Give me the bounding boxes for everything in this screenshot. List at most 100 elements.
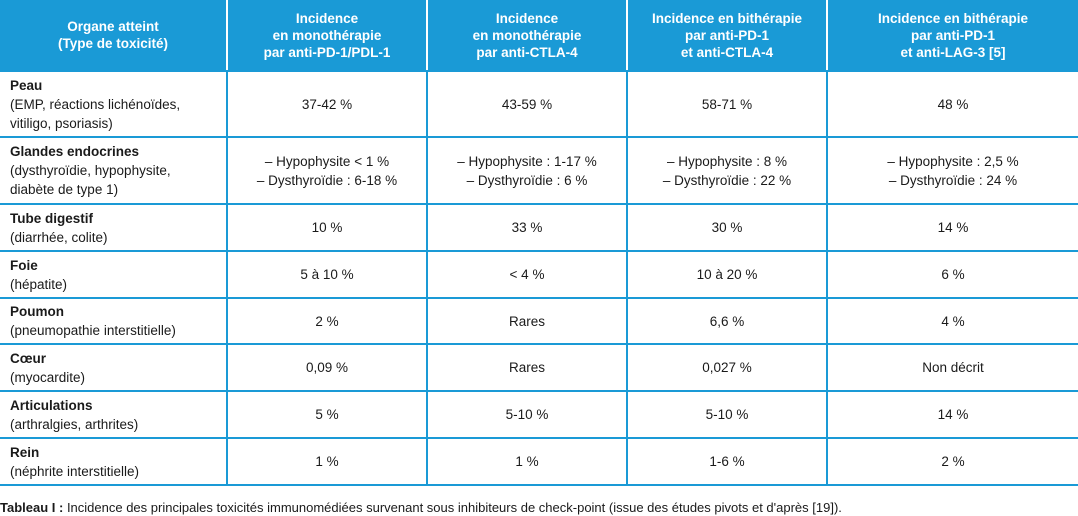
value-cell: 6,6 % <box>626 298 827 345</box>
organ-name: Foie <box>10 257 38 273</box>
value-text: 5-10 % <box>705 407 749 422</box>
organ-toxicity: vitiligo, psoriasis) <box>10 115 113 131</box>
value-text: 58-71 % <box>701 96 753 112</box>
value-text: – Dysthyroïdie : 22 % <box>662 172 792 188</box>
value-cell: 5-10 % <box>626 391 827 439</box>
organ-toxicity: (arthralgies, arthrites) <box>10 416 139 432</box>
value-cell: 1-6 % <box>626 438 827 486</box>
table-row: Glandes endocrines (dysthyroïdie, hypophy… <box>0 137 1078 205</box>
organ-cell: Rein (néphrite interstitielle) <box>0 438 227 486</box>
organ-cell: Poumon (pneumopathie interstitielle) <box>0 298 227 345</box>
value-text: 5 % <box>315 407 339 422</box>
table-row: Foie (hépatite) 5 à 10 % < 4 % 10 à 20 % 6 % <box>0 251 1078 299</box>
value-cell: 10 à 20 % <box>626 251 827 299</box>
value-text: 14 % <box>937 220 969 235</box>
value-cell: 6 % <box>826 251 1078 299</box>
caption-text: Incidence des principales toxicités immu… <box>63 500 842 515</box>
table-row: Cœur (myocardite) 0,09 % Rares 0,027 % Non dé… <box>0 344 1078 392</box>
organ-name: Articulations <box>10 397 93 413</box>
value-text: 2 % <box>315 313 339 329</box>
value-text: 14 % <box>937 407 969 422</box>
value-cell: 5 % <box>226 391 427 439</box>
header-mono-pd1: Incidence en monothérapie par anti-PD-1/… <box>226 0 427 72</box>
value-cell: 5 à 10 % <box>226 251 427 299</box>
organ-toxicity: (myocardite) <box>10 369 86 385</box>
value-text: 6,6 % <box>709 313 745 329</box>
value-cell: – Hypophysite < 1 % – Dysthyroïdie : 6-18… <box>226 137 427 205</box>
table-row: Peau (EMP, réactions lichénoïdes, vitiligo… <box>0 71 1078 138</box>
value-text: 1 % <box>515 454 539 469</box>
value-cell: 58-71 % <box>626 71 827 138</box>
value-text: – Hypophysite : 8 % <box>666 153 788 169</box>
toxicity-table: Organe atteint (Type de toxicité) Incide… <box>0 0 1078 486</box>
table-body: Peau (EMP, réactions lichénoïdes, vitiligo… <box>0 71 1078 486</box>
organ-cell: Articulations (arthralgies, arthrites) <box>0 391 227 439</box>
value-text: 5 à 10 % <box>300 267 354 282</box>
value-text: 33 % <box>511 220 543 235</box>
value-text: 10 à 20 % <box>696 267 758 282</box>
value-text: 10 % <box>311 220 343 235</box>
header-bi-ctla4: Incidence en bithérapie par anti-PD-1 et… <box>626 0 827 72</box>
organ-cell: Glandes endocrines (dysthyroïdie, hypophy… <box>0 137 227 205</box>
value-text: – Hypophysite : 2,5 % <box>887 153 1019 169</box>
organ-name: Tube digestif <box>10 210 93 226</box>
organ-cell: Foie (hépatite) <box>0 251 227 299</box>
value-text: 5-10 % <box>505 407 549 422</box>
caption-label: Tableau I : <box>0 500 64 515</box>
value-cell: – Hypophysite : 1-17 % – Dysthyroïdie : 6… <box>426 137 627 205</box>
value-cell: 1 % <box>426 438 627 486</box>
value-cell: 48 % <box>826 71 1078 138</box>
value-text: Rares <box>508 313 545 329</box>
organ-toxicity: (diarrhée, colite) <box>10 229 108 245</box>
organ-toxicity: (hépatite) <box>10 276 68 292</box>
value-cell: 33 % <box>426 204 627 252</box>
value-text: 37-42 % <box>301 96 353 112</box>
value-text: 0,09 % <box>305 360 349 375</box>
value-text: Non décrit <box>922 360 984 375</box>
value-cell: 2 % <box>826 438 1078 486</box>
organ-name: Glandes endocrines <box>10 144 140 159</box>
value-cell: Rares <box>426 298 627 345</box>
value-text: 6 % <box>941 267 965 282</box>
table-header: Organe atteint (Type de toxicité) Incide… <box>0 0 1078 72</box>
value-cell: Rares <box>426 344 627 392</box>
value-text: – Dysthyroïdie : 24 % <box>888 172 1018 188</box>
value-cell: 2 % <box>226 298 427 345</box>
table-row: Tube digestif (diarrhée, colite) 10 % 33 % 3… <box>0 204 1078 252</box>
header-bi-lag3: Incidence en bithérapie par anti-PD-1 et… <box>826 0 1078 72</box>
value-text: 30 % <box>711 220 743 235</box>
value-cell: 4 % <box>826 298 1078 345</box>
value-cell: – Hypophysite : 8 % – Dysthyroïdie : 22 % <box>626 137 827 205</box>
value-cell: 5-10 % <box>426 391 627 439</box>
organ-name: Poumon <box>10 304 64 319</box>
value-text: 4 % <box>941 313 965 329</box>
organ-cell: Tube digestif (diarrhée, colite) <box>0 204 227 252</box>
value-text: – Dysthyroïdie : 6-18 % <box>256 172 398 188</box>
organ-cell: Peau (EMP, réactions lichénoïdes, vitiligo… <box>0 71 227 138</box>
value-cell: 14 % <box>826 204 1078 252</box>
value-text: – Dysthyroïdie : 6 % <box>466 172 588 188</box>
organ-toxicity: diabète de type 1) <box>10 182 119 197</box>
table-row: Articulations (arthralgies, arthrites) 5 %… <box>0 391 1078 439</box>
value-text: 1-6 % <box>709 454 745 469</box>
value-cell: – Hypophysite : 2,5 % – Dysthyroïdie : 24… <box>826 137 1078 205</box>
organ-name: Peau <box>10 77 43 93</box>
value-cell: 0,09 % <box>226 344 427 392</box>
value-cell: 0,027 % <box>626 344 827 392</box>
value-cell: 43-59 % <box>426 71 627 138</box>
table-row: Rein (néphrite interstitielle) 1 % 1 % 1-6 %… <box>0 438 1078 486</box>
organ-toxicity: (néphrite interstitielle) <box>10 463 140 479</box>
value-text: 43-59 % <box>501 96 553 112</box>
organ-name: Cœur <box>10 350 46 366</box>
value-cell: Non décrit <box>826 344 1078 392</box>
value-text: Rares <box>508 360 545 375</box>
header-mono-ctla4: Incidence en monothérapie par anti-CTLA-… <box>426 0 627 72</box>
value-text: – Hypophysite : 1-17 % <box>457 153 597 169</box>
value-cell: 37-42 % <box>226 71 427 138</box>
value-cell: 1 % <box>226 438 427 486</box>
value-cell: < 4 % <box>426 251 627 299</box>
value-cell: 30 % <box>626 204 827 252</box>
value-text: 48 % <box>937 96 969 112</box>
organ-toxicity: (pneumopathie interstitielle) <box>10 323 176 338</box>
organ-cell: Cœur (myocardite) <box>0 344 227 392</box>
